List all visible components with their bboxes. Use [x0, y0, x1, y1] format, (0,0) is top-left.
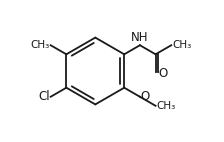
Text: Cl: Cl: [38, 90, 50, 103]
Text: CH₃: CH₃: [31, 40, 50, 50]
Text: O: O: [159, 67, 168, 80]
Text: NH: NH: [131, 31, 149, 44]
Text: CH₃: CH₃: [156, 101, 176, 111]
Text: CH₃: CH₃: [172, 40, 191, 50]
Text: O: O: [141, 90, 150, 103]
